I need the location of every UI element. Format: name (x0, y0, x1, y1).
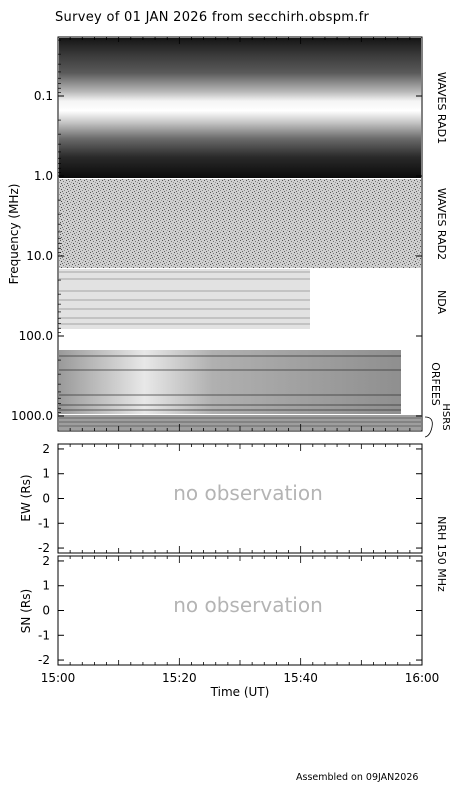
sn-panel-frame (57, 555, 423, 666)
nrh-label: NRH 150 MHz (435, 516, 448, 592)
instrument-block-waves-rad1 (59, 38, 421, 178)
position-ytick-label: -2 (38, 653, 50, 667)
x-axis-label: Time (UT) (210, 685, 270, 699)
instrument-label-hsrs: HSRS (440, 403, 450, 430)
position-ytick-label: 1 (42, 579, 50, 593)
position-ytick-label: 2 (42, 554, 50, 568)
spectrogram-ytick-label: 0.1 (34, 89, 53, 103)
time-tick-label: 15:40 (283, 671, 318, 685)
ew-panel-frame (57, 443, 423, 554)
spectrogram-ytick-label: 10.0 (26, 249, 53, 263)
ew-no-observation: no observation (173, 481, 323, 505)
instrument-label-orfees: ORFEES (429, 362, 442, 406)
position-ytick-label: 1 (42, 467, 50, 481)
orfees-texture (59, 355, 401, 411)
instrument-block-nda (59, 269, 310, 329)
spectrogram-y-axis: 0.1 1.0 10.0 100.0 1000.0 (11, 39, 422, 423)
spectrogram-ytick-label: 1000.0 (11, 409, 53, 423)
position-ytick-label: 2 (42, 442, 50, 456)
sn-no-observation: no observation (173, 593, 323, 617)
ew-ylabel: EW (Rs) (19, 474, 33, 521)
position-ytick-label: -1 (38, 516, 50, 530)
instrument-block-waves-rad2 (59, 179, 421, 268)
nda-texture (59, 271, 310, 325)
hsrs-bracket (424, 416, 433, 438)
position-ytick-label: -1 (38, 628, 50, 642)
instrument-label-waves-rad1: WAVES RAD1 (435, 72, 448, 144)
position-ytick-label: 0 (42, 604, 50, 618)
sn-ylabel: SN (Rs) (19, 589, 33, 633)
sn-y-axis: 2 1 0 -1 -2 (38, 554, 422, 667)
footer-assembled: Assembled on 09JAN2026 (296, 772, 419, 783)
instrument-block-orfees (59, 350, 401, 414)
instrument-label-nda: NDA (435, 290, 448, 315)
spectrogram-ylabel: Frequency (MHz) (7, 184, 21, 285)
spectrogram-ytick-label: 100.0 (19, 329, 53, 343)
time-axis-tick-labels: 15:00 15:20 15:40 16:00 (41, 671, 440, 685)
instrument-label-waves-rad2: WAVES RAD2 (435, 188, 448, 260)
position-ytick-label: -2 (38, 541, 50, 555)
position-ytick-label: 0 (42, 492, 50, 506)
survey-chart: 0.1 1.0 10.0 100.0 1000.0 Frequency (MHz) WA… (7, 36, 450, 699)
time-axis-ticks (57, 37, 423, 665)
ew-y-axis: 2 1 0 -1 -2 (38, 442, 422, 555)
time-tick-label: 15:20 (162, 671, 197, 685)
chart-title: Survey of 01 JAN 2026 from secchirh.obsp… (55, 10, 370, 25)
spectrogram-ytick-label: 1.0 (34, 169, 53, 183)
time-tick-label: 15:00 (41, 671, 76, 685)
time-tick-label: 16:00 (405, 671, 440, 685)
